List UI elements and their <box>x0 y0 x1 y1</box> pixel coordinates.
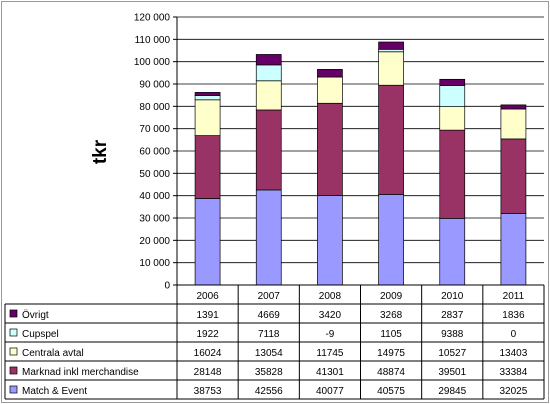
table-value: 10527 <box>438 348 466 359</box>
table-value: 29845 <box>438 386 466 397</box>
table-header-category: 2011 <box>503 291 525 302</box>
table-value: 1391 <box>196 310 219 321</box>
table-value: 41301 <box>316 367 344 378</box>
y-tick-label: 60 000 <box>139 147 170 158</box>
bar-segment <box>255 64 282 82</box>
bar-segment <box>194 92 221 96</box>
legend-key <box>9 366 18 375</box>
y-tick-label: 80 000 <box>139 102 170 113</box>
bar-segment <box>500 213 527 286</box>
gridlines <box>177 16 544 264</box>
bar-segment <box>439 106 466 131</box>
legend-key <box>9 385 18 394</box>
table-header-category: 2009 <box>380 291 403 302</box>
table-header-category: 2007 <box>258 291 281 302</box>
bar-segment <box>378 51 404 86</box>
legend-label: Marknad inkl merchandise <box>22 367 139 378</box>
table-value: 4669 <box>258 310 281 321</box>
y-axis-label: tkr <box>90 139 111 164</box>
table-value: 1836 <box>502 310 525 321</box>
legend-label: Centrala avtal <box>22 348 84 359</box>
bar-segment <box>378 84 404 195</box>
table-value: 16024 <box>194 348 222 359</box>
table-header-category: 2010 <box>441 291 464 302</box>
bar-segment <box>194 95 221 101</box>
legend-label: Övrigt <box>22 309 49 321</box>
legend-key <box>9 328 18 337</box>
table-value: 40077 <box>316 386 344 397</box>
legend-key <box>9 347 18 356</box>
y-tick-label: 20 000 <box>139 236 170 247</box>
table-value: 33384 <box>500 367 528 378</box>
table-value: 1922 <box>196 329 219 340</box>
bar-segment <box>378 194 404 286</box>
y-tick-label: 110 000 <box>135 35 171 46</box>
table-value: 3268 <box>380 310 403 321</box>
legend-label: Match & Event <box>22 386 87 397</box>
y-tick-label: 90 000 <box>139 80 170 91</box>
y-tick-label: 70 000 <box>139 124 170 135</box>
y-tick-label: 120 000 <box>134 13 171 24</box>
bar-segment <box>439 85 466 107</box>
table-value: 7118 <box>258 329 280 340</box>
table-value: 3420 <box>319 310 342 321</box>
bar-segment <box>500 138 527 214</box>
table-value: 48874 <box>377 367 405 378</box>
bars <box>194 41 527 286</box>
bar-segment <box>500 108 527 140</box>
data-table: 2006 2007 2008 2009 2010 2011 Övrigt 1391 4669 34… <box>4 284 545 400</box>
y-tick-label: 50 000 <box>139 169 170 180</box>
table-value: 9388 <box>441 329 464 340</box>
y-tick-label: 30 000 <box>139 214 170 225</box>
table-value: -9 <box>325 329 334 340</box>
y-tick-labels: 0 10 000 20 000 30 000 40 000 50 000 60 000 70 … <box>134 13 171 292</box>
y-tick-label: 40 000 <box>139 191 170 202</box>
table-value: 38753 <box>194 386 222 397</box>
bar-segment <box>317 102 343 196</box>
bar-segment <box>255 109 282 191</box>
bar-segment <box>317 76 343 104</box>
bar-segment <box>255 54 282 66</box>
y-tick-label: 10 000 <box>139 258 170 269</box>
legend-label: Cupspel <box>22 329 59 340</box>
bar-segment <box>500 104 527 110</box>
bar-segment <box>378 41 404 50</box>
bar-segment <box>194 135 221 199</box>
table-value: 32025 <box>500 386 528 397</box>
bar-segment <box>255 80 282 111</box>
table-header-category: 2008 <box>319 291 342 302</box>
table-value: 2837 <box>441 310 464 321</box>
bar-segment <box>439 217 466 286</box>
table-value: 28148 <box>194 367 222 378</box>
table-value: 14975 <box>377 348 405 359</box>
bar-segment <box>439 129 466 219</box>
table-value: 39501 <box>438 367 466 378</box>
table-value: 1105 <box>380 329 402 340</box>
table-header-category: 2006 <box>196 291 219 302</box>
table-value: 13054 <box>255 348 283 359</box>
bar-segment <box>378 48 404 53</box>
table-value: 0 <box>511 329 517 340</box>
table-value: 40575 <box>377 386 405 397</box>
legend-key <box>9 309 18 318</box>
y-tick-label: 100 000 <box>134 57 171 68</box>
table-value: 11745 <box>316 348 344 359</box>
table-value: 13403 <box>500 348 528 359</box>
bar-segment <box>317 195 343 286</box>
bar-segment <box>194 99 221 136</box>
bar-segment <box>194 198 221 286</box>
bar-segment <box>439 78 466 87</box>
table-value: 42556 <box>255 386 283 397</box>
table-value: 35828 <box>255 367 283 378</box>
bar-segment <box>317 69 343 78</box>
bar-segment <box>255 189 282 286</box>
y-tick-label: 0 <box>164 281 170 292</box>
